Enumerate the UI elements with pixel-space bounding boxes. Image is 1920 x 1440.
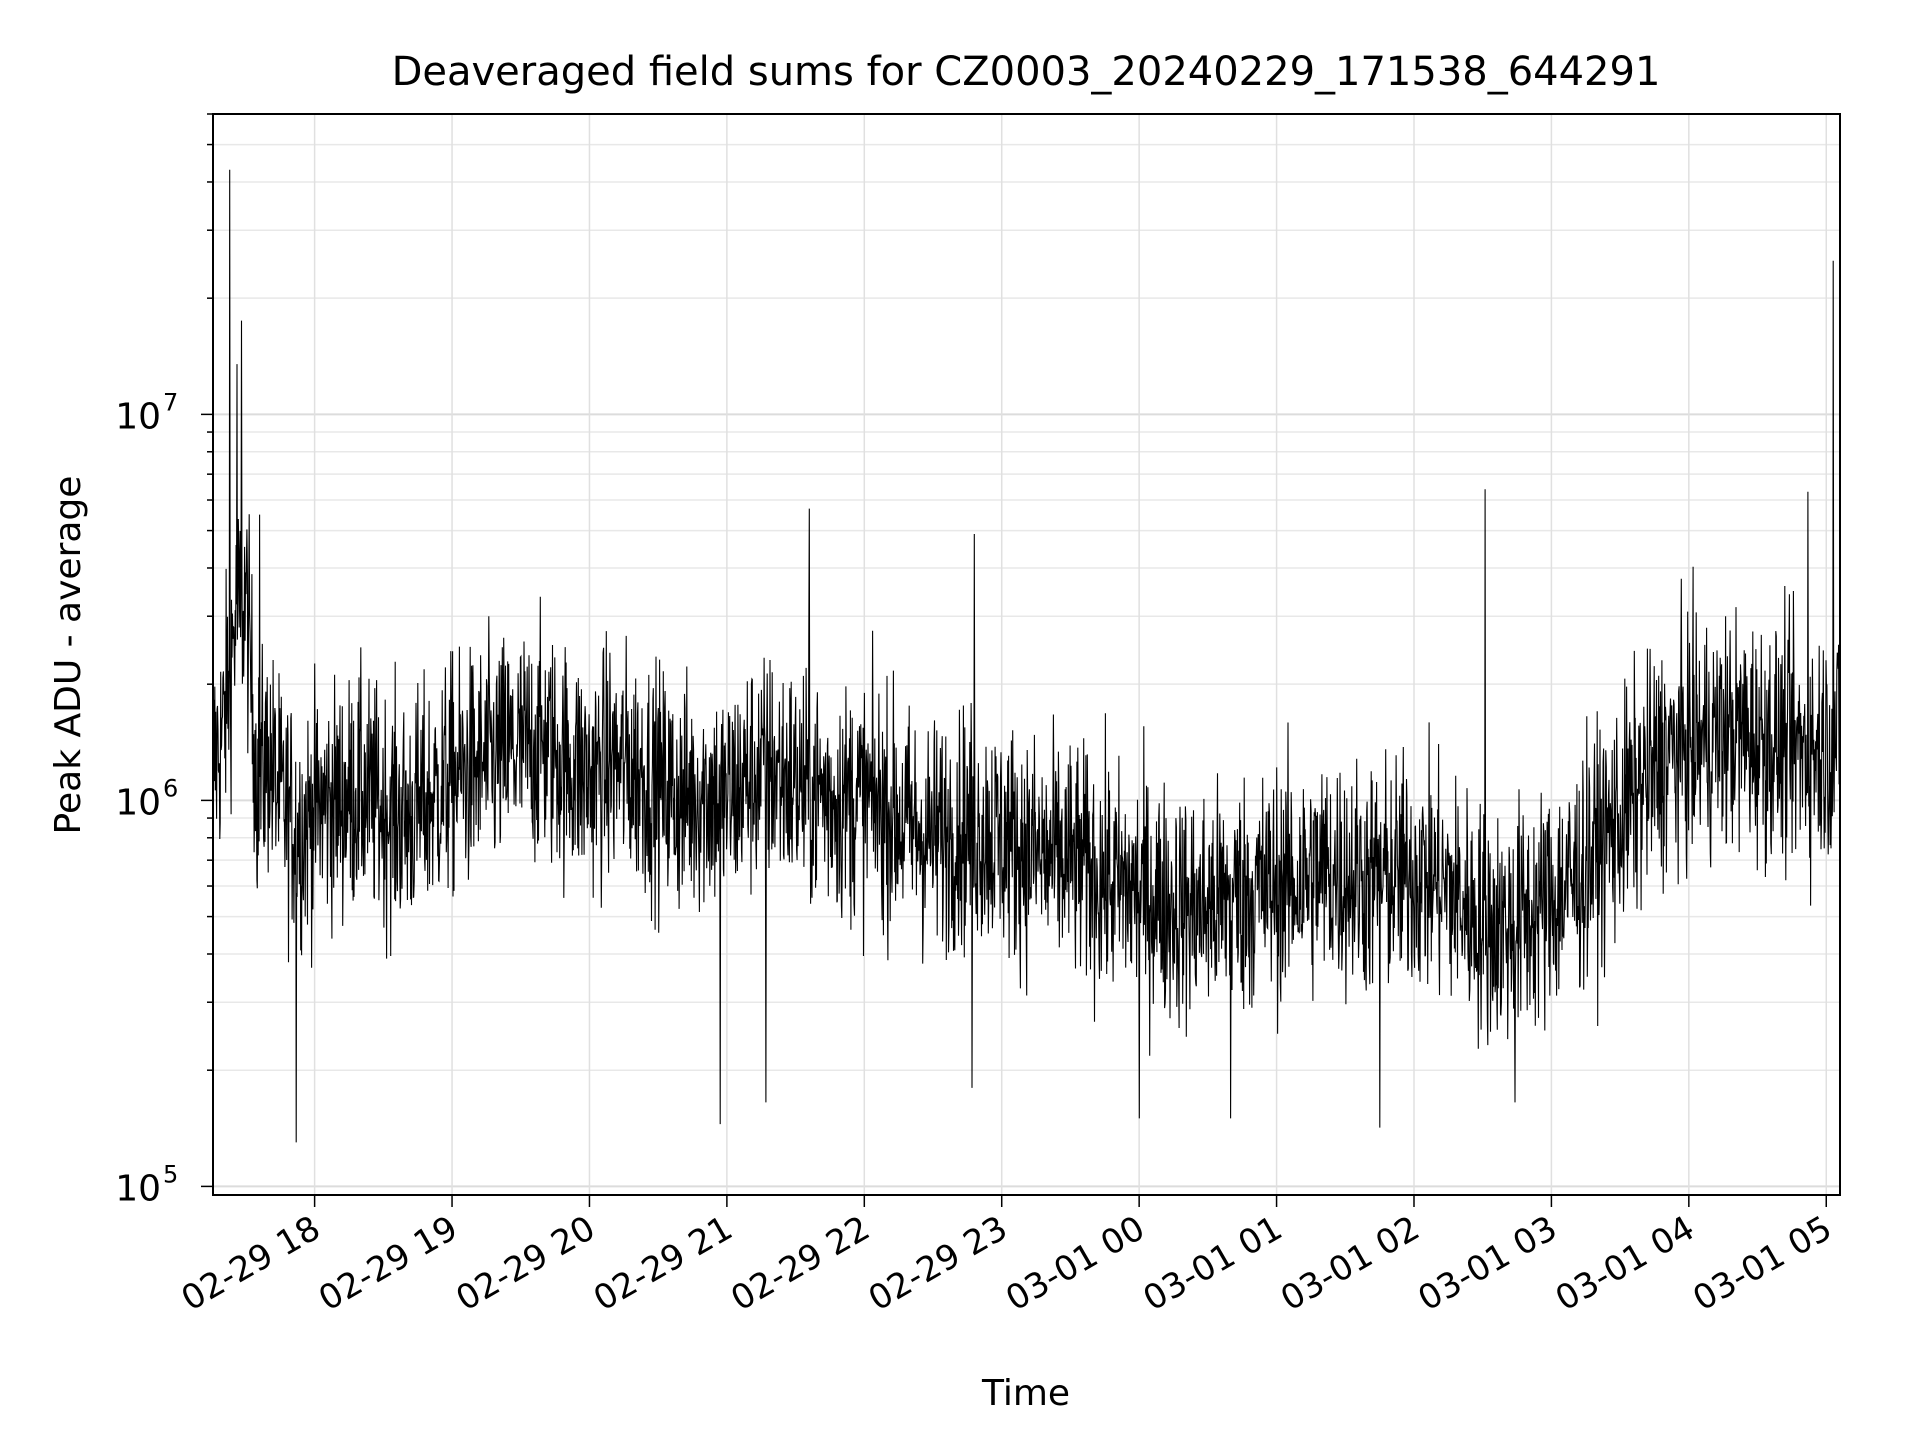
- chart-title: Deaveraged field sums for CZ0003_2024022…: [392, 49, 1661, 95]
- y-tick-exponent: 6: [163, 774, 178, 802]
- y-tick-exponent: 5: [163, 1160, 178, 1188]
- y-tick-exponent: 7: [163, 388, 178, 416]
- y-tick-label: 10: [115, 1168, 161, 1209]
- grid: [213, 113, 1840, 1195]
- x-axis-label: Time: [981, 1373, 1070, 1414]
- y-tick-label: 10: [115, 782, 161, 823]
- plot-frame: [212, 113, 1841, 1196]
- y-axis-label: Peak ADU - average: [48, 476, 89, 835]
- series-line: [212, 169, 1841, 1143]
- y-tick-label: 10: [115, 396, 161, 437]
